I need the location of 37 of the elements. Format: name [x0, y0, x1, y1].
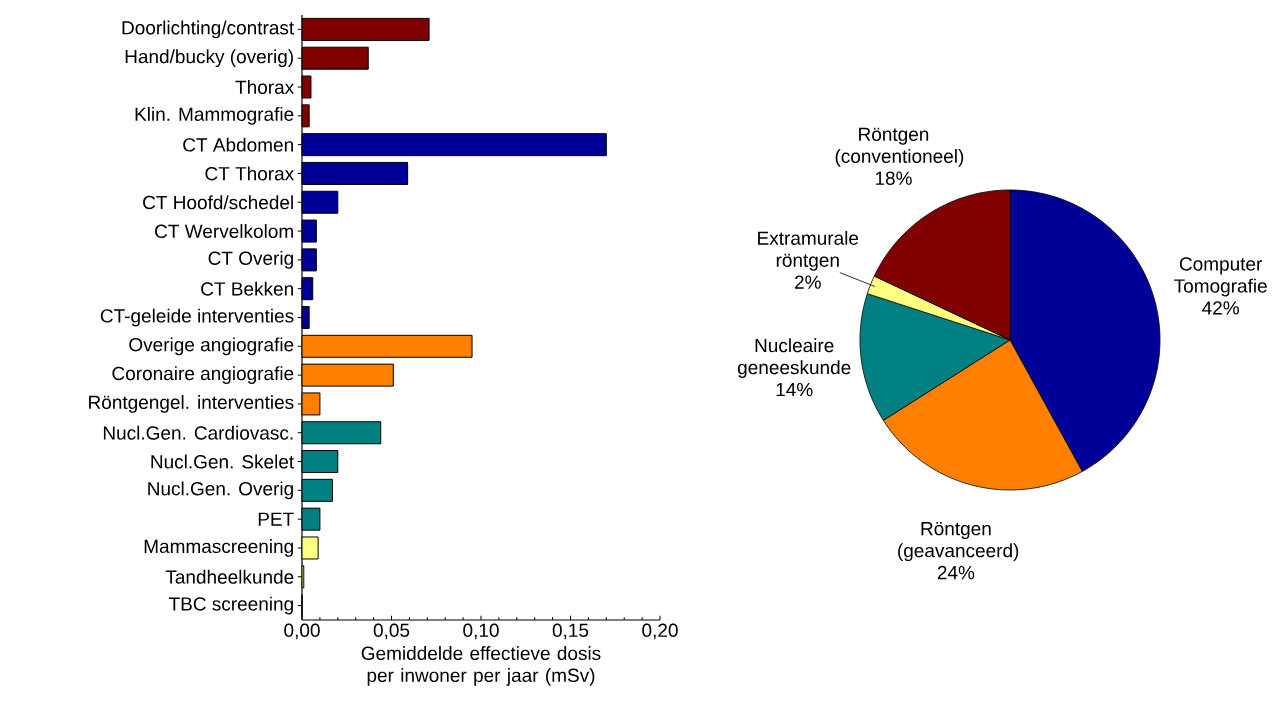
x-tick-label: 0,20	[642, 623, 678, 640]
x-tick-label: 0,15	[552, 623, 589, 640]
y-tick-label: CT-geleide interventies	[100, 308, 294, 327]
y-tick-label: Röntgengel. interventies	[89, 395, 294, 413]
y-tick-label: CT Bekken	[201, 281, 293, 296]
y-tick-label: CT Abdomen	[183, 137, 293, 152]
slice-label: Computer Tomografie	[1174, 257, 1267, 297]
x-axis-title: Gemiddelde effectieve dosis per inwoner per jaar (mSv)	[361, 646, 601, 686]
data-label: 42%	[1202, 301, 1239, 315]
y-tick-label: Nucl.Gen. Cardiovasc.	[103, 425, 293, 440]
data-label: 14%	[776, 382, 813, 397]
y-tick-label: TBC screening	[168, 596, 293, 615]
y-tick-label: Tandheelkunde	[165, 569, 294, 584]
slice-label: Röntgen (conventioneel)	[835, 127, 964, 167]
data-label: 24%	[937, 565, 975, 580]
y-tick-label: Hand/bucky (overig)	[125, 49, 293, 68]
y-tick-label: CT Overig	[208, 251, 293, 269]
data-label: 18%	[875, 171, 912, 185]
y-tick-label: PET	[258, 512, 294, 526]
y-tick-label: CT Wervelkolom	[155, 224, 293, 239]
y-tick-label: Overige angiografie	[129, 337, 294, 356]
y-tick-label: Klin. Mammografie	[135, 106, 294, 125]
y-tick-label: CT Thorax	[205, 166, 294, 181]
slice-label: Röntgen (geavanceerd)	[898, 522, 1019, 562]
y-tick-label: Nucl.Gen. Overig	[148, 481, 293, 500]
x-tick-label: 0,00	[284, 623, 320, 640]
x-tick-label: 0,10	[463, 623, 499, 640]
y-tick-label: Mammascreening	[144, 539, 293, 557]
y-tick-label: Coronaire angiografie	[112, 366, 294, 384]
data-label: 2%	[795, 275, 821, 289]
slice-label: Nucleaire geneeskunde	[737, 338, 851, 379]
y-tick-label: CT Hoofd/schedel	[143, 195, 293, 210]
x-tick-label: 0,05	[373, 623, 410, 640]
y-tick-label: Doorlichting/contrast	[122, 20, 295, 39]
slice-label: Extramurale röntgen	[758, 230, 859, 271]
y-tick-label: Nucl.Gen. Skelet	[151, 454, 295, 469]
y-tick-label: Thorax	[235, 80, 294, 94]
